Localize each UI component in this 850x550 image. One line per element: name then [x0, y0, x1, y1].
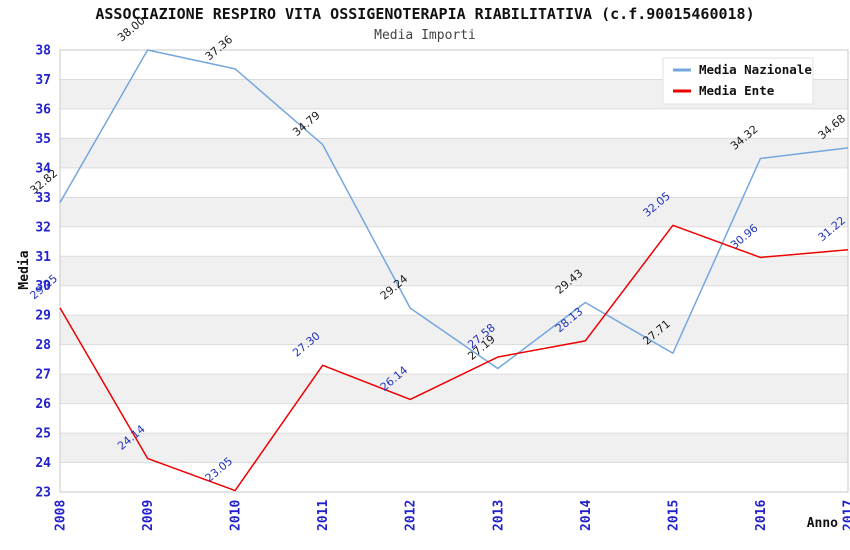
y-tick-label: 25: [35, 427, 51, 442]
y-tick-label: 35: [35, 132, 51, 147]
plot-band: [60, 315, 848, 345]
y-tick-label: 24: [35, 456, 51, 471]
plot-band: [60, 256, 848, 286]
x-tick-label: 2009: [141, 500, 156, 531]
y-tick-label: 28: [35, 338, 51, 353]
x-tick-label: 2016: [754, 500, 769, 531]
x-tick-label: 2012: [404, 500, 419, 531]
plot-area: 23 24 25 26 27 28 29 30 31 32 33 34 35 36 37 38 2008 2009…: [28, 14, 850, 531]
y-tick-label: 33: [35, 191, 51, 206]
plot-border: [59, 49, 849, 493]
plot-band: [60, 197, 848, 227]
x-tick-label: 2013: [491, 500, 506, 531]
y-tick-label: 38: [35, 44, 51, 59]
plot-band: [60, 433, 848, 463]
y-axis-title: Media: [17, 250, 32, 289]
legend-box: [662, 57, 814, 105]
legend: Media Nazionale Media Ente: [662, 57, 814, 105]
plot-band: [60, 403, 848, 434]
plot-band: [60, 108, 848, 139]
y-tick-label: 27: [35, 368, 51, 383]
plot-band: [60, 285, 848, 316]
x-tick-label: 2017: [842, 500, 850, 531]
plot-band: [60, 462, 848, 492]
y-tick-label: 37: [35, 73, 51, 88]
y-tick-label: 36: [35, 102, 51, 117]
y-tick-label: 26: [35, 397, 51, 412]
x-tick-label: 2014: [579, 500, 594, 531]
legend-label-media-ente: Media Ente: [699, 83, 775, 98]
series-line-media-ente: [59, 224, 849, 492]
y-tick-label: 29: [35, 309, 51, 324]
plot-band: [60, 167, 848, 198]
x-tick-label: 2008: [54, 500, 69, 531]
y-tick-label: 32: [35, 220, 51, 235]
x-axis-title: Anno: [807, 516, 838, 531]
point-label-media-ente: 29.25: [28, 272, 60, 302]
y-tick-label: 34: [35, 161, 51, 176]
x-tick-label: 2011: [316, 500, 331, 531]
y-tick-label: 31: [35, 250, 51, 265]
chart-title: ASSOCIAZIONE RESPIRO VITA OSSIGENOTERAPI…: [95, 5, 754, 23]
legend-label-media-nazionale: Media Nazionale: [699, 62, 812, 77]
x-tick-label: 2015: [666, 500, 681, 531]
plot-band: [60, 138, 848, 168]
series-line-media-nazionale: [59, 49, 849, 370]
plot-band: [60, 344, 848, 375]
y-tick-label: 23: [35, 486, 51, 501]
x-tick-label: 2010: [229, 500, 244, 531]
y-tick-label: 30: [35, 279, 51, 294]
chart-subtitle: Media Importi: [374, 28, 476, 43]
